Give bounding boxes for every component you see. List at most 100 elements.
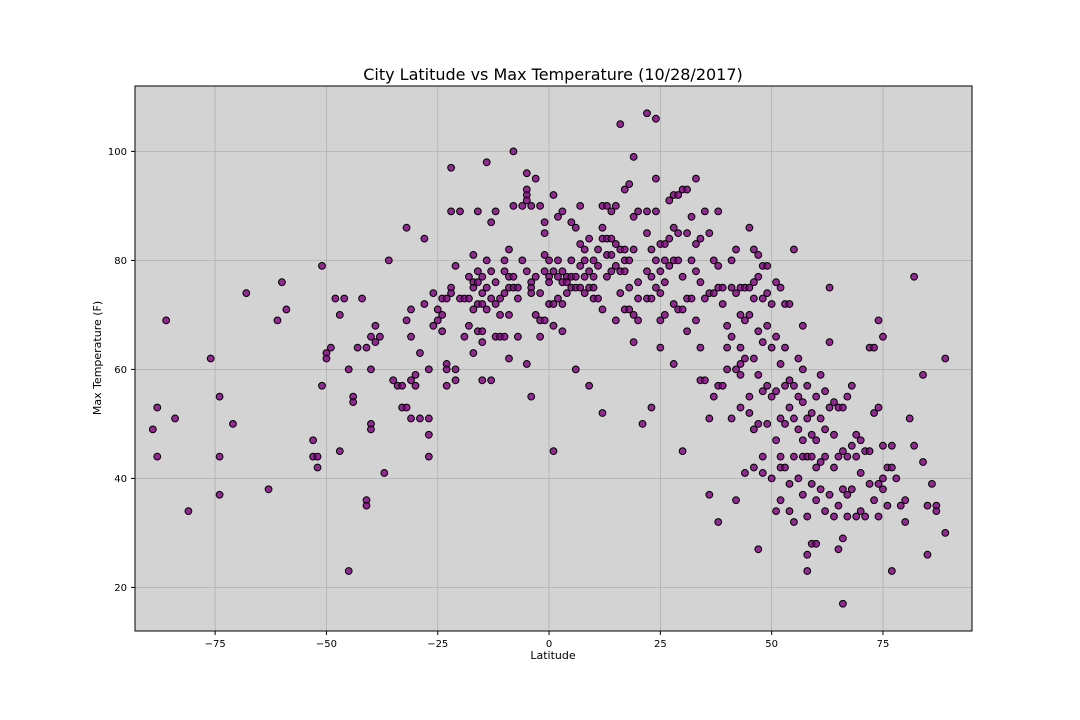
data-point xyxy=(402,223,411,232)
data-point xyxy=(825,403,834,412)
data-point xyxy=(896,501,905,510)
data-point xyxy=(754,251,763,259)
data-point xyxy=(736,403,745,412)
data-point xyxy=(594,294,602,303)
data-point xyxy=(758,294,767,303)
data-point xyxy=(313,463,322,472)
data-point xyxy=(549,267,558,276)
data-point xyxy=(549,321,558,330)
data-point xyxy=(585,267,594,276)
data-point xyxy=(643,109,651,118)
data-point xyxy=(745,311,754,319)
data-point xyxy=(678,272,687,281)
data-point xyxy=(830,463,838,472)
data-point xyxy=(384,256,393,265)
data-point xyxy=(215,392,224,401)
data-point xyxy=(611,202,620,210)
data-point xyxy=(505,354,513,363)
data-point xyxy=(901,496,910,505)
data-point xyxy=(785,403,794,412)
data-point xyxy=(723,365,732,374)
data-point xyxy=(509,272,518,281)
data-point xyxy=(683,327,691,336)
data-point xyxy=(700,294,709,303)
data-point xyxy=(647,245,656,254)
data-point xyxy=(749,463,758,472)
data-point xyxy=(571,365,580,374)
data-point xyxy=(816,414,825,423)
data-point xyxy=(794,425,803,434)
data-point xyxy=(607,207,616,216)
data-point xyxy=(647,272,656,281)
data-point xyxy=(616,289,625,298)
data-point xyxy=(407,376,415,385)
data-point xyxy=(594,245,602,254)
data-point xyxy=(665,196,674,205)
data-point xyxy=(549,191,558,199)
data-point xyxy=(451,365,460,374)
data-point xyxy=(496,311,504,319)
data-point xyxy=(754,545,763,554)
data-point xyxy=(812,539,821,548)
data-point xyxy=(540,251,549,259)
data-point xyxy=(861,512,870,521)
data-point xyxy=(812,392,821,401)
data-point xyxy=(696,234,705,243)
data-point xyxy=(643,207,651,216)
data-point xyxy=(527,202,536,210)
data-point xyxy=(705,414,714,423)
data-point xyxy=(825,283,834,292)
data-point xyxy=(558,327,567,336)
data-point xyxy=(309,436,317,445)
data-point xyxy=(585,234,594,243)
data-point xyxy=(643,267,651,276)
data-point xyxy=(714,261,723,270)
data-point xyxy=(812,496,821,505)
data-point xyxy=(367,425,375,434)
data-point xyxy=(482,305,491,314)
data-point xyxy=(536,202,545,210)
data-point xyxy=(571,272,580,281)
data-point xyxy=(424,452,433,461)
data-point xyxy=(487,267,496,276)
data-point xyxy=(460,332,469,341)
data-point xyxy=(349,398,358,407)
data-point xyxy=(803,414,812,423)
data-point xyxy=(887,567,896,575)
data-point xyxy=(554,256,562,265)
data-point xyxy=(367,365,375,374)
data-point xyxy=(616,120,625,129)
data-point xyxy=(362,343,371,352)
data-point xyxy=(540,316,549,325)
data-point xyxy=(625,180,634,189)
data-point xyxy=(714,518,723,526)
data-point xyxy=(478,327,487,336)
data-point xyxy=(433,316,442,325)
data-point xyxy=(625,283,634,292)
data-point xyxy=(665,234,674,243)
data-point xyxy=(335,311,344,319)
data-point xyxy=(487,218,496,227)
data-point xyxy=(790,452,798,461)
data-point xyxy=(242,289,251,298)
data-point xyxy=(469,251,478,259)
data-point xyxy=(843,452,852,461)
data-point xyxy=(763,321,772,330)
data-point xyxy=(629,338,638,347)
data-point xyxy=(692,316,700,325)
data-point xyxy=(478,338,487,347)
data-point xyxy=(718,283,727,292)
data-point xyxy=(847,485,856,494)
data-point xyxy=(741,469,749,477)
data-point xyxy=(611,316,620,325)
data-point xyxy=(567,218,576,227)
data-point xyxy=(785,507,794,516)
data-point xyxy=(718,381,727,390)
data-point xyxy=(785,300,794,308)
data-point xyxy=(576,261,585,270)
plot-area xyxy=(135,86,972,631)
data-point xyxy=(482,283,491,292)
data-point xyxy=(790,414,798,423)
data-point xyxy=(714,207,723,216)
y-tick-label: 100 xyxy=(108,147,127,158)
